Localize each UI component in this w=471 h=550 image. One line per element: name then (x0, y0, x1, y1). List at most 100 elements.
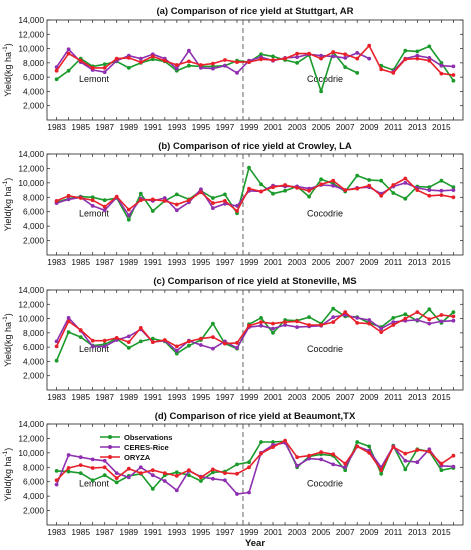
data-point (66, 453, 71, 457)
y-axis-label: Yield(kg ha-1) (2, 313, 13, 366)
data-point (235, 71, 239, 75)
data-point (271, 440, 275, 444)
data-point (415, 49, 420, 54)
data-point (199, 479, 203, 483)
y-tick-label: 6,000 (23, 72, 44, 82)
data-point (138, 326, 143, 330)
y-tick-label: 6,000 (23, 342, 44, 352)
data-point (319, 457, 323, 462)
legend-swatch-marker (108, 435, 112, 439)
data-point (415, 188, 420, 193)
y-axis-label-close: ) (3, 313, 13, 316)
data-point (427, 185, 432, 190)
x-tick-label: 1997 (216, 392, 235, 402)
x-tick-label: 2015 (432, 527, 451, 537)
y-tick-label: 2,000 (23, 101, 44, 111)
era-label: Cocodrie (307, 479, 343, 489)
data-point (319, 56, 323, 61)
data-point (451, 195, 456, 200)
x-tick-label: 1989 (119, 527, 138, 537)
data-point (391, 323, 396, 327)
data-point (427, 307, 432, 312)
data-point (271, 185, 275, 190)
data-point (90, 66, 95, 70)
data-point (415, 318, 420, 322)
y-axis-label-close: ) (3, 43, 13, 46)
y-tick-label: 12,000 (18, 163, 44, 173)
data-point (126, 207, 131, 212)
x-tick-label: 2001 (264, 392, 283, 402)
data-point (54, 199, 59, 203)
legend-label: CERES-Rice (124, 443, 169, 452)
data-point (271, 54, 275, 59)
data-point (102, 70, 107, 74)
data-point (162, 471, 167, 475)
data-point (307, 51, 311, 56)
series-line (56, 51, 358, 93)
data-point (223, 341, 227, 346)
data-point (211, 470, 215, 475)
data-point (415, 460, 420, 465)
data-point (54, 77, 59, 82)
data-point (403, 57, 408, 62)
data-point (90, 344, 95, 349)
data-point (235, 346, 239, 350)
data-point (235, 492, 239, 496)
x-tick-label: 1999 (240, 257, 259, 267)
y-tick-label: 8,000 (23, 462, 44, 472)
data-point (138, 60, 143, 64)
data-point (355, 71, 360, 75)
data-point (283, 188, 287, 193)
x-tick-label: 2013 (408, 122, 427, 132)
data-point (199, 190, 203, 195)
x-tick-label: 1997 (216, 527, 235, 537)
x-tick-label: 1985 (71, 527, 90, 537)
data-point (162, 196, 167, 200)
x-tick-label: 1995 (192, 392, 211, 402)
x-tick-label: 1993 (168, 527, 187, 537)
data-point (126, 56, 131, 60)
data-point (150, 57, 155, 62)
data-point (379, 178, 384, 183)
data-point (295, 61, 299, 65)
y-tick-label: 12,000 (18, 299, 44, 309)
x-tick-label: 1991 (143, 257, 162, 267)
data-point (343, 313, 348, 317)
series-ceres-rice (54, 440, 456, 496)
data-point (90, 195, 95, 200)
data-point (271, 191, 275, 196)
data-point (259, 57, 263, 62)
data-point (439, 63, 444, 68)
data-point (187, 343, 191, 348)
data-point (150, 54, 155, 59)
data-point (187, 59, 191, 64)
data-point (295, 55, 299, 59)
x-tick-label: 2015 (432, 392, 451, 402)
data-point (150, 197, 155, 202)
data-point (331, 315, 336, 319)
plot-frame (46, 153, 464, 256)
data-point (66, 47, 71, 52)
data-point (211, 61, 215, 66)
data-point (307, 323, 311, 327)
y-tick-label: 14,000 (18, 15, 44, 25)
data-point (439, 71, 444, 76)
data-point (211, 476, 215, 481)
data-point (223, 471, 227, 475)
data-point (150, 473, 155, 478)
x-tick-label: 1993 (168, 392, 187, 402)
data-point (331, 50, 336, 54)
data-point (223, 58, 227, 62)
data-point (403, 451, 408, 456)
data-point (259, 182, 263, 187)
data-point (319, 450, 323, 454)
data-point (102, 204, 107, 209)
data-point (211, 346, 215, 351)
data-point (355, 173, 360, 178)
data-point (247, 60, 251, 64)
series-oryza (54, 438, 456, 483)
data-point (235, 209, 239, 213)
era-label: Cocodrie (307, 344, 343, 354)
plot-frame (46, 289, 464, 391)
data-point (174, 344, 179, 349)
